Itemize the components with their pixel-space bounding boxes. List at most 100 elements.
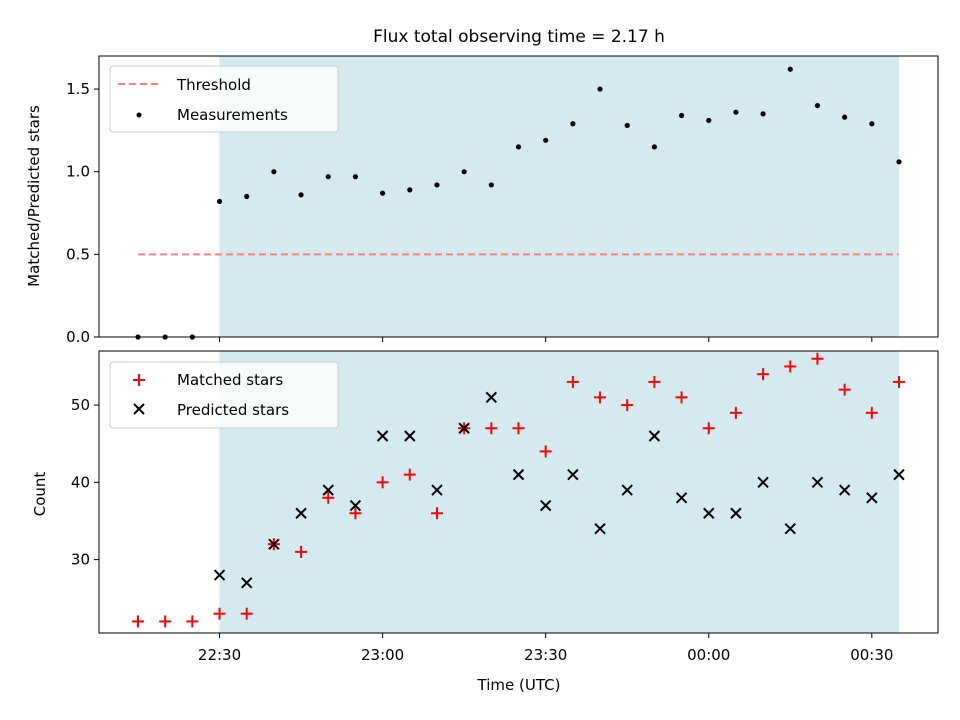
predicted-star-point: [703, 507, 715, 519]
matched-star-point: [566, 375, 579, 388]
predicted-stars-legend-label: Predicted stars: [177, 401, 289, 419]
matched-star-point: [240, 607, 253, 620]
x-tick-label: 23:00: [361, 646, 404, 664]
predicted-star-point: [648, 430, 661, 442]
measurement-point: [271, 169, 277, 175]
predicted-star-point: [512, 468, 525, 481]
measurement-point: [407, 187, 413, 193]
predicted-star-point: [485, 391, 498, 404]
matched-star-point: [376, 476, 389, 489]
predicted-star-point: [431, 484, 443, 496]
top-legend: Threshold Measurements: [109, 65, 339, 133]
matched-star-point: [729, 406, 742, 419]
top-y-tick-label: 0.0: [66, 328, 90, 346]
predicted-star-point: [241, 577, 253, 589]
measurement-point: [434, 182, 440, 188]
bottom-y-tick-label: 50: [71, 396, 90, 414]
predicted-star-point: [213, 569, 226, 581]
top-plot-marks: [135, 66, 902, 340]
matched-star-point: [757, 368, 770, 381]
predicted-star-point: [404, 430, 416, 442]
measurement-point: [624, 122, 630, 129]
matched-star-point: [403, 468, 416, 481]
matched-star-point: [675, 391, 688, 404]
measurement-point: [515, 144, 522, 150]
predicted-star-point: [539, 499, 552, 512]
measurement-point: [216, 198, 223, 205]
matched-star-point: [621, 399, 634, 412]
top-plot-frame: [98, 55, 939, 338]
matched-star-point: [539, 445, 552, 458]
bottom-y-axis-label: Count: [31, 472, 49, 517]
bottom-legend-frame: [109, 361, 339, 429]
measurement-point: [896, 159, 902, 165]
predicted-star-point: [893, 468, 905, 481]
measurement-point: [570, 121, 576, 127]
x-tick-label: 23:30: [524, 646, 567, 664]
matched-stars-legend-marker: [133, 374, 145, 386]
matched-star-point: [485, 422, 498, 435]
measurement-point: [842, 114, 848, 120]
matched-star-point: [893, 375, 905, 388]
matched-star-point: [784, 360, 797, 373]
matched-star-point: [159, 615, 172, 628]
top-x-axis: [219, 337, 873, 342]
matched-stars-legend-label: Matched stars: [177, 371, 283, 389]
bottom-x-axis: 22:30 23:00 23:30 00:00 00:30: [198, 633, 893, 664]
measurement-point: [787, 66, 793, 72]
predicted-star-point: [730, 507, 742, 519]
chart-title: Flux total observing time = 2.17 h: [373, 27, 665, 47]
measurement-point: [597, 86, 603, 92]
top-y-tick-label: 1.5: [66, 80, 90, 98]
matched-star-point: [865, 406, 878, 419]
measurement-point: [461, 169, 467, 175]
matched-star-point: [186, 615, 199, 628]
measurement-point: [543, 137, 549, 143]
bottom-y-tick-label: 30: [71, 551, 90, 569]
matched-star-point: [512, 422, 525, 435]
top-y-axis-label: Matched/Predicted stars: [25, 105, 43, 287]
measurement-point: [678, 112, 685, 119]
measurement-point: [733, 109, 739, 115]
measurement-point: [352, 174, 359, 180]
top-y-tick-label: 0.5: [66, 245, 90, 263]
predicted-star-point: [349, 499, 362, 512]
predicted-star-point: [376, 430, 389, 442]
matched-star-point: [349, 507, 362, 520]
measurements-legend-marker: [136, 112, 142, 118]
predicted-stars-legend-marker: [133, 403, 145, 415]
bottom-plot-marks: [132, 352, 905, 628]
x-axis-label: Time (UTC): [477, 676, 561, 694]
measurement-point: [488, 182, 494, 188]
matched-star-point: [702, 422, 715, 435]
matched-star-point: [838, 383, 851, 396]
bottom-y-tick-label: 40: [71, 473, 90, 491]
bottom-y-axis: 30 40 50: [71, 396, 99, 569]
matched-star-point: [430, 507, 443, 520]
predicted-star-point: [675, 492, 688, 504]
matched-star-point: [594, 391, 607, 404]
x-tick-label: 00:00: [687, 646, 730, 664]
predicted-star-point: [322, 484, 334, 496]
matched-star-point: [648, 375, 661, 388]
predicted-star-point: [866, 492, 878, 504]
measurement-point: [325, 174, 331, 180]
predicted-star-point: [784, 522, 796, 535]
predicted-star-point: [838, 484, 851, 496]
measurement-point: [380, 190, 386, 196]
top-y-axis: 0.0 0.5 1.0 1.5: [66, 80, 99, 346]
top-legend-frame: [109, 65, 339, 133]
threshold-legend-label: Threshold: [176, 76, 251, 94]
measurement-point: [760, 111, 766, 117]
predicted-star-point: [268, 538, 280, 550]
measurement-point: [814, 102, 821, 109]
bottom-plot-frame: [98, 350, 939, 634]
predicted-star-point: [594, 522, 606, 535]
predicted-star-point: [621, 484, 633, 496]
predicted-star-point: [567, 468, 579, 481]
measurement-point: [706, 117, 712, 124]
measurement-point: [651, 144, 657, 150]
predicted-star-point: [757, 476, 769, 489]
top-y-tick-label: 1.0: [66, 163, 90, 181]
